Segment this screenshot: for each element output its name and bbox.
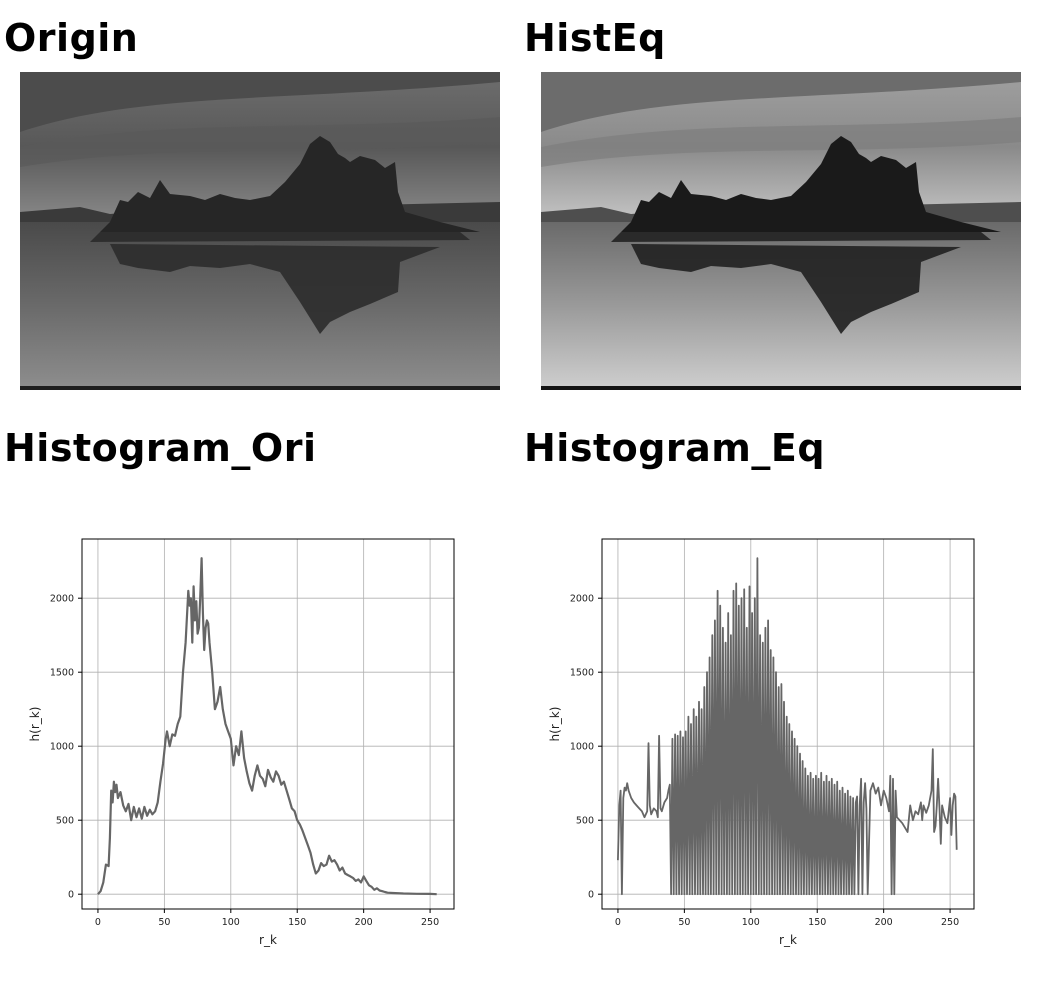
x-tick-label: 100 (742, 917, 760, 928)
histogram-original-line (97, 557, 437, 896)
x-tick-label: 250 (941, 917, 959, 928)
y-tick-label: 1500 (570, 668, 594, 679)
x-tick-label: 50 (158, 917, 170, 928)
y-tick-label: 500 (56, 816, 74, 827)
y-tick-label: 0 (68, 890, 74, 901)
x-tick-label: 50 (678, 917, 690, 928)
y-tick-label: 0 (588, 890, 594, 901)
histogram-equalized-svg: 0 50 100 150 200 250 0 500 1000 1500 2000 r_k h(r_… (548, 538, 975, 947)
x-tick-label: 0 (95, 917, 101, 928)
histogram-eq-heading: Histogram_Eq (524, 426, 826, 470)
x-tick-label: 200 (355, 917, 373, 928)
x-tick-label: 150 (288, 917, 306, 928)
histogram-original-svg: 0 50 100 150 200 250 0 500 1000 1500 2000 r_k h(r_… (28, 538, 455, 947)
x-axis-label: r_k (259, 933, 277, 947)
histogram-equalized-chart: 0 50 100 150 200 250 0 500 1000 1500 2000 r_k h(r_… (520, 520, 1000, 960)
x-tick-label: 0 (615, 917, 621, 928)
y-tick-label: 2000 (50, 594, 74, 605)
histogram-ori-heading: Histogram_Ori (4, 426, 317, 470)
y-axis-label: h(r_k) (548, 707, 562, 742)
plot-frame (81, 538, 455, 910)
x-axis-label: r_k (779, 933, 797, 947)
y-tick-label: 1000 (570, 742, 594, 753)
x-tick-label: 200 (875, 917, 893, 928)
histeq-heading: HistEq (524, 16, 666, 60)
y-tick-label: 500 (576, 816, 594, 827)
original-image (20, 72, 500, 390)
histogram-original-chart: 0 50 100 150 200 250 0 500 1000 1500 2000 r_k h(r_… (0, 520, 480, 960)
y-tick-label: 1500 (50, 668, 74, 679)
y-tick-label: 1000 (50, 742, 74, 753)
equalized-image (541, 72, 1021, 390)
plot-frame (601, 538, 975, 910)
x-tick-label: 150 (808, 917, 826, 928)
origin-heading: Origin (4, 16, 139, 60)
x-tick-label: 100 (222, 917, 240, 928)
y-tick-label: 2000 (570, 594, 594, 605)
histogram-equalized-line (617, 557, 958, 896)
x-tick-label: 250 (421, 917, 439, 928)
y-axis-label: h(r_k) (28, 707, 42, 742)
